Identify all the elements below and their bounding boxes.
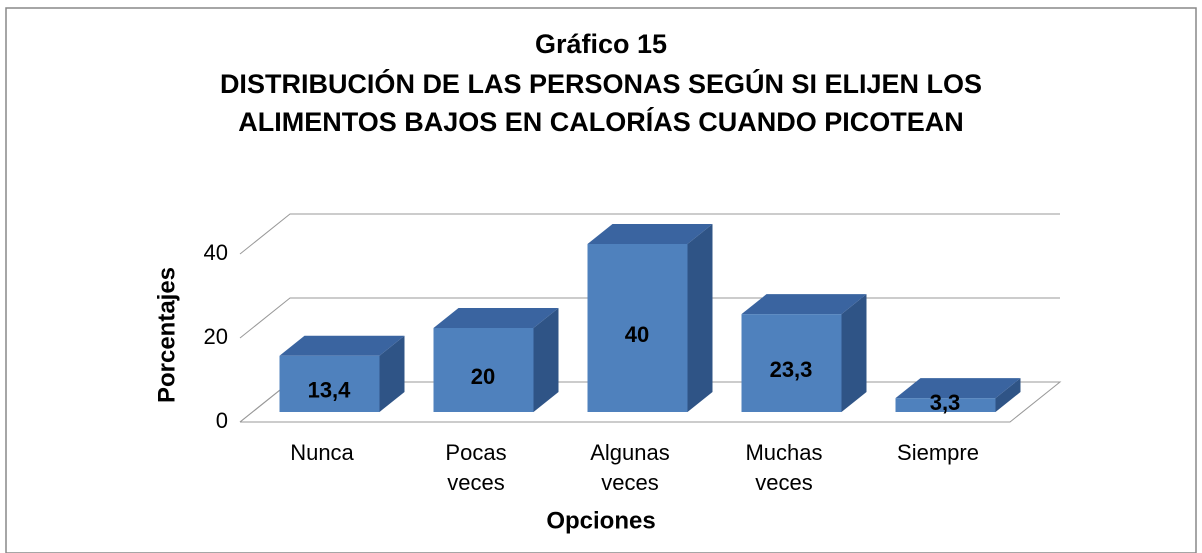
bar-side <box>841 294 867 412</box>
bar-top <box>433 308 559 328</box>
bar-top <box>741 294 867 315</box>
y-axis-title: Porcentajes <box>153 267 180 403</box>
bar-top <box>279 335 405 356</box>
x-tick-label: Algunas veces <box>590 440 670 495</box>
bar-side <box>379 335 405 412</box>
chart-title: ALIMENTOS BAJOS EN CALORÍAS CUANDO PICOT… <box>238 106 964 137</box>
chart-border <box>5 7 1197 553</box>
x-tick-label: Siempre <box>897 440 979 465</box>
y-tick-label: 20 <box>204 324 228 349</box>
bar-top <box>587 224 713 244</box>
bar-side <box>687 224 713 412</box>
data-label: 23,3 <box>770 357 813 382</box>
bar <box>741 314 842 412</box>
x-tick-label: Pocas veces <box>445 440 507 495</box>
x-tick-label: Nunca <box>290 440 354 465</box>
chart-title: Gráfico 15 <box>535 29 667 59</box>
data-label: 13,4 <box>308 378 352 403</box>
bar <box>587 244 688 412</box>
x-tick-label: Muchas veces <box>745 440 823 495</box>
bar <box>433 328 534 412</box>
y-tick-label: 0 <box>216 408 228 433</box>
bar <box>895 398 996 412</box>
bar-side <box>533 308 559 412</box>
data-label: 3,3 <box>930 390 961 415</box>
x-axis-title: Opciones <box>546 507 655 534</box>
data-label: 20 <box>471 364 495 389</box>
chart-title: DISTRIBUCIÓN DE LAS PERSONAS SEGÚN SI EL… <box>220 68 982 99</box>
grid-line <box>239 213 1060 255</box>
bar-side <box>995 378 1021 412</box>
bar <box>279 355 380 412</box>
y-tick-label: 40 <box>204 240 228 265</box>
data-label: 40 <box>625 322 649 347</box>
bar-top <box>895 378 1021 399</box>
